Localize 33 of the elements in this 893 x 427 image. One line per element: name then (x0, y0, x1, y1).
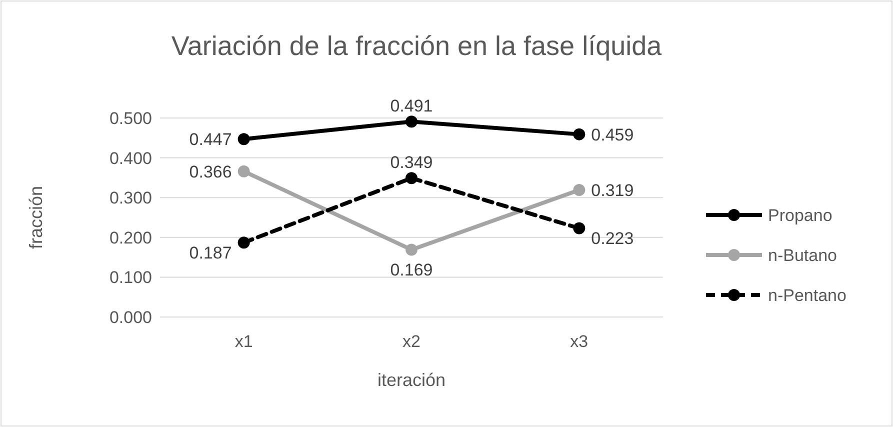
point (573, 128, 586, 140)
point (238, 165, 250, 178)
chart-title: Variación de la fracción en la fase líquida (171, 31, 663, 61)
y-tick-label: 0.500 (109, 109, 152, 128)
data-label: 0.169 (390, 260, 433, 280)
data-label: 0.491 (390, 96, 433, 116)
y-tick-label: 0.200 (109, 228, 152, 248)
data-label: 0.223 (591, 229, 634, 248)
data-label: 0.447 (189, 130, 232, 150)
x-tick-label: x3 (570, 332, 588, 351)
data-label: 0.349 (390, 153, 433, 172)
x-tick-label: x2 (402, 332, 420, 351)
data-label: 0.187 (189, 244, 232, 263)
point (238, 133, 250, 146)
point (406, 116, 418, 128)
y-tick-label: 0.100 (109, 268, 152, 288)
point (238, 236, 250, 249)
legend-label: n-Pentano (768, 286, 846, 305)
point (406, 172, 418, 184)
point (573, 184, 586, 196)
data-label: 0.319 (591, 181, 634, 200)
point (573, 222, 586, 234)
y-tick-label: 0.300 (109, 188, 152, 208)
legend-label: n-Butano (768, 246, 837, 265)
x-axis-title: iteración (377, 370, 446, 390)
y-tick-label: 0.000 (109, 308, 152, 327)
point (406, 244, 418, 256)
data-label: 0.459 (591, 125, 634, 144)
y-axis-title: fracción (26, 186, 46, 250)
y-tick-label: 0.400 (109, 148, 152, 168)
legend-label: Propano (768, 206, 832, 225)
x-tick-label: x1 (234, 332, 253, 351)
data-label: 0.366 (189, 162, 232, 182)
